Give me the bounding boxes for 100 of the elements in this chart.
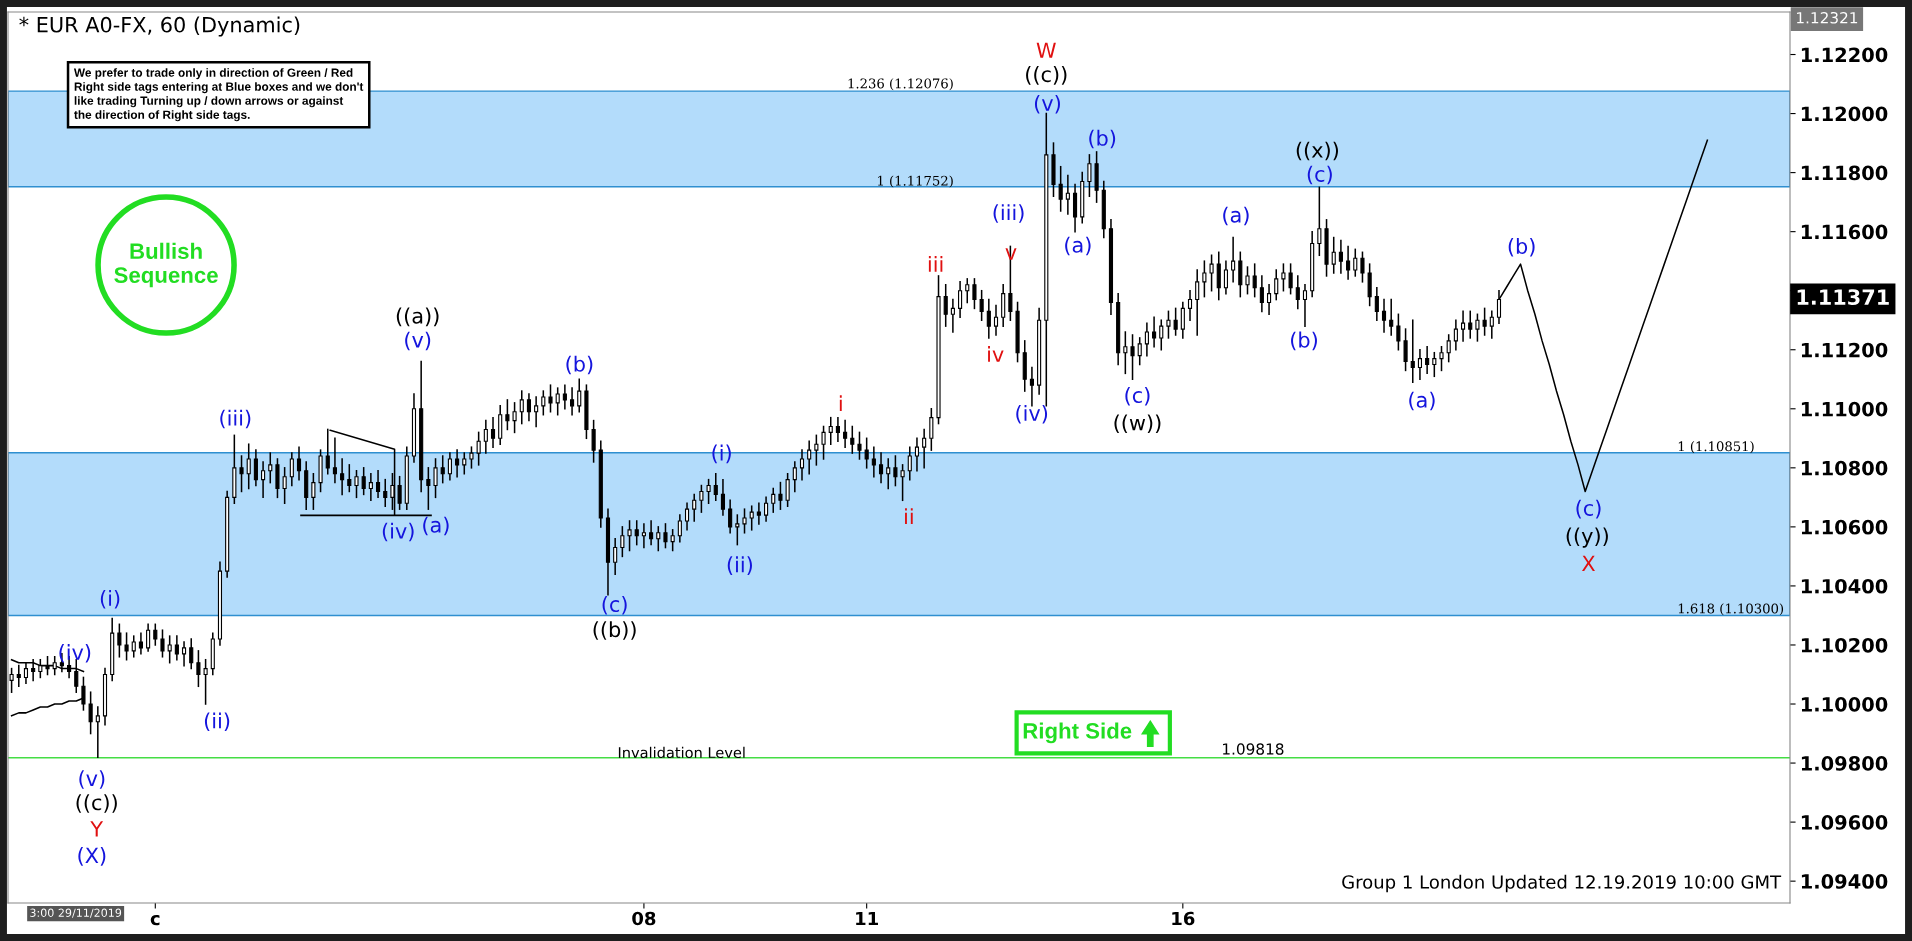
- x-tick-label: c: [150, 914, 160, 926]
- y-tick-label: 1.10200: [1801, 637, 1888, 653]
- candlestick: [88, 691, 93, 735]
- y-tick-label: 1.10800: [1801, 460, 1888, 476]
- candlestick: [117, 623, 122, 658]
- y-tick-label: 1.12200: [1801, 47, 1888, 63]
- annotation: 1.618 (1.10300): [1678, 603, 1784, 616]
- candlestick: [340, 458, 345, 496]
- candlestick: [864, 437, 869, 469]
- y-tick-label: 1.11600: [1801, 224, 1888, 240]
- candlestick: [828, 416, 833, 445]
- annotation: Bullish Sequence: [114, 242, 218, 288]
- annotation: (c): [602, 595, 627, 615]
- candlestick: [146, 623, 151, 652]
- text: 1.11371: [1797, 289, 1889, 305]
- candlestick: [1281, 263, 1286, 292]
- candlestick: [1389, 298, 1394, 336]
- candlestick: [332, 437, 338, 484]
- candlestick: [634, 520, 639, 546]
- candlestick: [1302, 284, 1308, 327]
- candlestick: [426, 467, 431, 510]
- candlestick: [1381, 298, 1387, 333]
- annotation: (X): [78, 847, 106, 866]
- candlestick: [914, 437, 920, 472]
- candlestick: [1410, 319, 1415, 383]
- candlestick: [275, 458, 280, 499]
- candlestick: [498, 405, 503, 445]
- candlestick: [986, 298, 991, 339]
- candlestick: [174, 635, 179, 661]
- candlestick: [649, 520, 654, 546]
- candlestick: [1360, 251, 1365, 283]
- candlestick: [706, 478, 711, 505]
- candlestick: [469, 446, 474, 469]
- candlestick: [843, 419, 848, 448]
- candlestick: [850, 425, 855, 454]
- annotation: We prefer to trade only in direction of Green / Red Right side tags entering at Blue boxes and we don't like trading Turning up / down arrows or against the direction of Right side tags.: [73, 68, 364, 122]
- candlestick: [785, 472, 790, 507]
- candlestick: [613, 537, 618, 575]
- annotation: (c): [1576, 499, 1601, 519]
- annotation: (c): [1125, 386, 1150, 406]
- candlestick: [1403, 328, 1408, 372]
- candlestick: [1259, 275, 1264, 313]
- candlestick: [167, 635, 172, 664]
- candlestick: [958, 281, 963, 319]
- candlestick: [1453, 319, 1458, 351]
- annotation: iv: [988, 346, 1004, 362]
- annotation: 1 (1.11752): [878, 175, 953, 188]
- candlestick: [1346, 245, 1351, 280]
- candlestick: [1216, 251, 1221, 301]
- candlestick: [656, 526, 661, 552]
- annotation: (iv): [382, 522, 414, 542]
- candlestick: [124, 632, 129, 661]
- candlestick: [1180, 301, 1185, 339]
- candlestick: [1195, 269, 1200, 336]
- candlestick: [296, 446, 302, 481]
- candlestick: [871, 446, 876, 478]
- annotation: ((y)): [1566, 527, 1608, 548]
- candlestick: [196, 650, 201, 688]
- annotation: (ii): [204, 712, 230, 732]
- candlestick: [375, 470, 381, 499]
- candlestick: [368, 472, 373, 502]
- annotation: (a): [423, 516, 449, 536]
- candlestick: [1338, 239, 1343, 274]
- candlestick: [289, 452, 294, 487]
- candlestick: [950, 298, 955, 333]
- candlestick: [620, 526, 625, 558]
- annotation: 1.236 (1.12076): [848, 78, 953, 91]
- annotation: (c): [1307, 165, 1332, 185]
- annotation: (iv): [1016, 404, 1048, 424]
- y-tick-label: 1.10000: [1801, 696, 1888, 712]
- y-tick-label: 1.11000: [1801, 401, 1888, 417]
- candlestick: [189, 638, 194, 670]
- candlestick: [893, 455, 898, 487]
- chart-title: * EUR A0-FX, 60 (Dynamic): [19, 16, 300, 37]
- candlestick: [778, 481, 783, 510]
- candlestick: [799, 449, 805, 481]
- candlestick: [383, 478, 388, 507]
- y-tick-label: 1.10400: [1801, 578, 1888, 594]
- candlestick: [153, 623, 158, 646]
- candlestick: [764, 496, 769, 522]
- candlestick: [1152, 316, 1157, 348]
- candlestick: [261, 461, 266, 499]
- y-tick-label: 1.11800: [1801, 165, 1888, 181]
- annotation: Group 1 London Updated 12.19.2019 10:00 GMT: [1342, 874, 1782, 893]
- candlestick: [792, 461, 797, 493]
- candlestick: [1159, 319, 1164, 351]
- y-tick-label: 1.11200: [1801, 342, 1888, 358]
- candlestick: [1202, 260, 1207, 298]
- candlestick: [1482, 307, 1487, 336]
- candlestick: [1353, 248, 1358, 277]
- candlestick: [1252, 263, 1257, 298]
- candlestick: [433, 458, 438, 499]
- candlestick: [160, 629, 165, 658]
- annotation: ((b)): [593, 621, 636, 640]
- annotation: (v): [79, 770, 105, 789]
- candlestick: [742, 508, 747, 534]
- ref-line-label: 1.09818: [1223, 743, 1284, 755]
- candlestick: [878, 452, 884, 484]
- candlestick: [361, 467, 366, 496]
- candlestick: [1173, 307, 1178, 336]
